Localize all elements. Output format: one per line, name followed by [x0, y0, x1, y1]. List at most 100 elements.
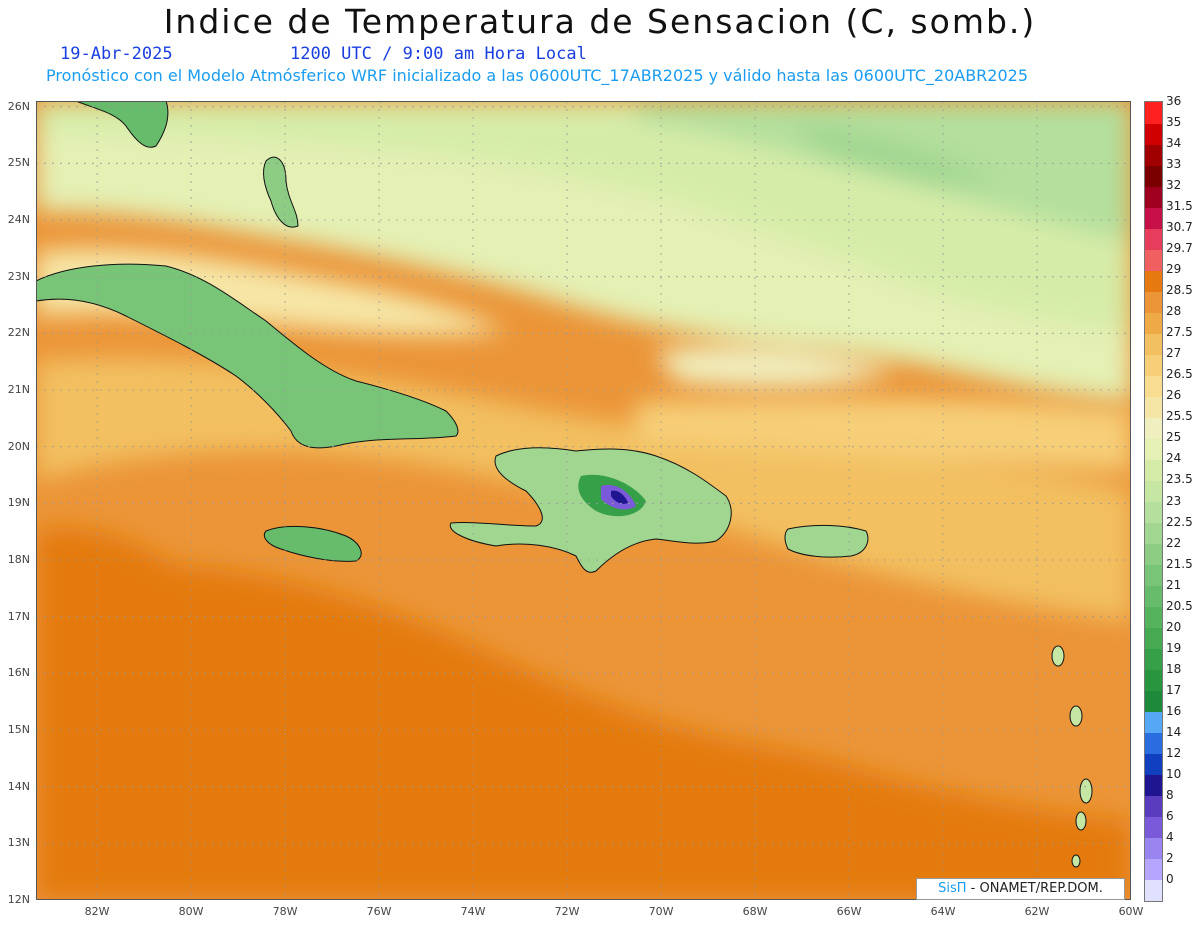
colorbar-label: 2: [1166, 850, 1174, 865]
lon-label: 64W: [930, 905, 956, 918]
colorbar-label: 35: [1166, 115, 1182, 130]
lon-label: 74W: [460, 905, 486, 918]
colorbar-segment: [1145, 375, 1162, 397]
andros-island: [263, 156, 299, 228]
lat-label: 17N: [7, 609, 30, 623]
colorbar-label: 14: [1166, 724, 1182, 739]
map-canvas: [36, 101, 1131, 900]
colorbar-segment: [1145, 648, 1162, 671]
hot-zone-south: [36, 528, 1131, 900]
colorbar-label: 22.5: [1166, 514, 1193, 529]
cool-north-band: [36, 101, 1131, 401]
puerto-rico: [784, 524, 869, 558]
colorbar-segment: [1145, 858, 1162, 881]
colorbar-label: 23.5: [1166, 472, 1193, 487]
colorbar-label: 31.5: [1166, 199, 1193, 214]
lon-label: 82W: [84, 905, 110, 918]
colorbar-label: 34: [1166, 136, 1182, 151]
model-description: Pronóstico con el Modelo Atmósferico WRF…: [46, 66, 1029, 85]
colorbar-segment: [1145, 879, 1162, 902]
florida: [75, 101, 169, 148]
colorbar-label: 20.5: [1166, 598, 1193, 613]
colorbar-label: 12: [1166, 745, 1182, 760]
colorbar-segment: [1145, 522, 1162, 545]
lon-label: 68W: [742, 905, 768, 918]
lat-label: 22N: [7, 326, 30, 340]
colorbar-label: 17: [1166, 682, 1182, 697]
colorbar-segment: [1145, 123, 1162, 145]
colorbar-label: 19: [1166, 640, 1182, 655]
colorbar-segment: [1145, 732, 1162, 755]
colorbar-segment: [1145, 627, 1162, 650]
lon-label: 66W: [836, 905, 862, 918]
colorbar-segment: [1145, 438, 1162, 460]
lat-label: 16N: [7, 666, 30, 680]
colorbar-segment: [1145, 207, 1162, 229]
colorbar-segment: [1145, 102, 1162, 124]
colorbar-segment: [1145, 669, 1162, 692]
colorbar-label: 29: [1166, 262, 1182, 277]
colorbar-label: 28: [1166, 304, 1182, 319]
map-frame: [36, 101, 1131, 900]
colorbar-segment: [1145, 564, 1162, 587]
colorbar-label: 25: [1166, 430, 1182, 445]
lon-label: 62W: [1024, 905, 1050, 918]
credit-brand: SisΠ: [938, 881, 967, 896]
lon-label: 70W: [648, 905, 674, 918]
graticule: [36, 101, 1131, 900]
colorbar-segment: [1145, 186, 1162, 208]
colorbar-label: 20: [1166, 619, 1182, 634]
heat-index-map: [36, 101, 1131, 900]
colorbar-segment: [1145, 165, 1162, 187]
lat-label: 15N: [7, 723, 30, 736]
lat-label: 19N: [7, 496, 30, 510]
credit-text: - ONAMET/REP.DOM.: [966, 881, 1103, 896]
colorbar-segment: [1145, 270, 1162, 292]
colorbar-label: 16: [1166, 703, 1182, 718]
colorbar-label: 4: [1166, 829, 1174, 844]
lon-label: 78W: [272, 905, 298, 918]
colorbar-segment: [1145, 837, 1162, 860]
colorbar-label: 26.5: [1166, 367, 1193, 382]
lat-label: 26N: [7, 99, 30, 113]
colorbar-label: 29.7: [1166, 241, 1193, 256]
colorbar: [1144, 101, 1163, 902]
colorbar-label: 27.5: [1166, 325, 1193, 340]
colorbar-segment: [1145, 354, 1162, 376]
colorbar-segment: [1145, 312, 1162, 334]
colorbar-label: 8: [1166, 787, 1174, 802]
colorbar-segment: [1145, 144, 1162, 166]
lat-label: 20N: [7, 439, 30, 453]
colorbar-segment: [1145, 249, 1162, 271]
lon-label: 72W: [554, 905, 580, 918]
colorbar-label: 21.5: [1166, 556, 1193, 571]
colorbar-segment: [1145, 228, 1162, 250]
lat-label: 21N: [7, 383, 30, 396]
colorbar-segment: [1145, 690, 1162, 713]
lat-label: 24N: [7, 213, 30, 226]
colorbar-label: 27: [1166, 346, 1182, 361]
colorbar-label: 33: [1166, 157, 1182, 172]
colorbar-segment: [1145, 543, 1162, 566]
forecast-time: 1200 UTC / 9:00 am Hora Local: [290, 44, 587, 64]
colorbar-segment: [1145, 795, 1162, 818]
colorbar-segment: [1145, 753, 1162, 776]
lon-label: 60W: [1118, 905, 1144, 918]
lat-label: 13N: [7, 836, 30, 850]
colorbar-label: 36: [1166, 94, 1182, 108]
colorbar-segment: [1145, 480, 1162, 502]
colorbar-label: 32: [1166, 178, 1182, 193]
lat-label: 23N: [7, 269, 30, 283]
colorbar-segment: [1145, 606, 1162, 629]
lat-label: 14N: [7, 779, 30, 793]
colorbar-label: 26: [1166, 388, 1182, 403]
colorbar-segment: [1145, 816, 1162, 839]
colorbar-segment: [1145, 291, 1162, 313]
credit-box: SisΠ - ONAMET/REP.DOM.: [916, 878, 1125, 900]
colorbar-label: 21: [1166, 577, 1182, 592]
colorbar-segment: [1145, 396, 1162, 418]
colorbar-label: 0: [1166, 871, 1174, 886]
colorbar-segment: [1145, 501, 1162, 524]
colorbar-label: 24: [1166, 451, 1182, 466]
colorbar-segment: [1145, 417, 1162, 439]
